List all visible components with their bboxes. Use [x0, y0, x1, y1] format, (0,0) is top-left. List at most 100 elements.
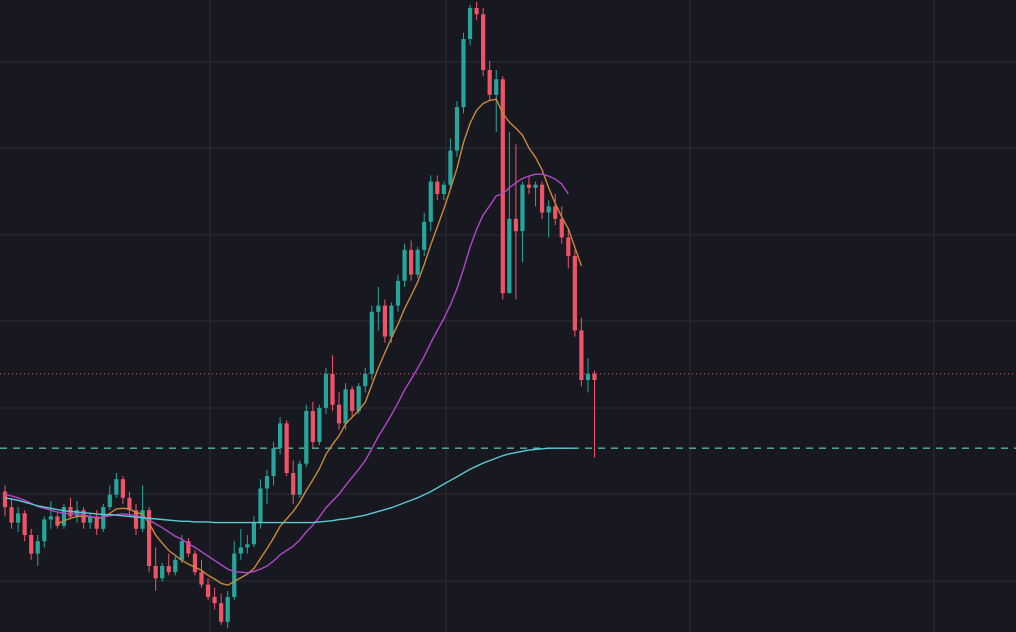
candle-body: [481, 14, 486, 70]
candle-down: [2, 485, 8, 517]
candle-body: [205, 584, 211, 597]
candle-body: [448, 150, 453, 185]
candle-body: [199, 572, 204, 585]
candle-body: [271, 448, 276, 477]
candle-down: [474, 1, 479, 21]
candle-body: [29, 535, 34, 554]
candle-down: [336, 392, 342, 430]
candle-up: [441, 181, 446, 201]
candle-down: [120, 476, 125, 504]
candle-body: [304, 411, 309, 464]
candle-body: [107, 494, 112, 508]
candle-body: [88, 516, 93, 523]
candle-body: [160, 566, 165, 579]
candle-down: [572, 249, 577, 337]
candle-up: [395, 274, 401, 312]
candle-down: [592, 370, 597, 458]
candle-down: [330, 355, 335, 411]
candle-up: [173, 556, 178, 576]
candle-down: [487, 60, 492, 101]
candle-up: [422, 212, 427, 256]
candle-down: [559, 206, 564, 244]
candle-body: [120, 479, 125, 498]
candle-body: [395, 280, 401, 306]
candle-body: [546, 206, 551, 213]
candle-body: [467, 8, 473, 39]
candle-up: [585, 358, 591, 393]
candle-up: [251, 516, 256, 548]
candle-body: [219, 603, 224, 622]
candle-down: [147, 507, 152, 573]
candle-body: [402, 249, 407, 281]
candle-body: [330, 373, 335, 405]
candle-up: [448, 138, 453, 188]
candle-up: [225, 590, 230, 628]
candle-down: [382, 299, 387, 343]
candle-up: [546, 200, 551, 238]
candle-body: [310, 411, 315, 442]
candle-up: [140, 485, 145, 532]
candle-up: [323, 367, 329, 415]
candle-up: [494, 70, 499, 132]
candle-body: [350, 389, 355, 411]
candle-down: [153, 547, 158, 591]
candle-down: [350, 386, 355, 418]
candle-body: [61, 507, 67, 526]
candle-body: [474, 8, 479, 15]
candle-body: [192, 553, 198, 573]
candle-body: [461, 39, 466, 108]
candle-body: [297, 463, 302, 495]
candle-down: [566, 228, 571, 269]
candle-up: [428, 175, 433, 232]
candle-body: [513, 218, 518, 232]
candle-body: [2, 491, 8, 508]
candle-body: [278, 423, 283, 449]
candle-up: [369, 305, 374, 380]
candle-down: [553, 194, 558, 225]
candle-body: [507, 218, 512, 294]
candle-body: [454, 107, 460, 151]
candle-down: [435, 175, 440, 201]
candle-up: [304, 404, 309, 467]
candle-body: [127, 497, 132, 511]
candle-body: [363, 373, 368, 387]
candle-up: [35, 535, 40, 566]
candle-down: [205, 578, 211, 601]
candle-body: [500, 79, 505, 294]
candle-body: [22, 513, 27, 535]
candle-down: [192, 550, 198, 576]
price-levels: [0, 373, 1016, 449]
candle-down: [22, 510, 27, 542]
candle-down: [55, 513, 60, 529]
candle-down: [310, 401, 315, 449]
candle-down: [513, 144, 518, 300]
candle-up: [507, 132, 512, 294]
candle-body: [166, 566, 171, 573]
candle-body: [553, 206, 558, 219]
candle-down: [212, 587, 217, 610]
candle-body: [382, 305, 387, 337]
candle-up: [238, 528, 243, 560]
candle-body: [356, 386, 361, 411]
candle-up: [343, 383, 348, 430]
candle-body: [232, 553, 237, 597]
candle-body: [592, 373, 597, 380]
candle-body: [291, 473, 296, 495]
candle-down: [579, 318, 584, 387]
candle-down: [133, 504, 139, 535]
candle-body: [369, 311, 374, 374]
candle-up: [297, 460, 302, 498]
candle-body: [179, 541, 184, 560]
candle-body: [323, 373, 329, 408]
candle-up: [278, 417, 283, 455]
candle-body: [317, 407, 322, 442]
candle-body: [35, 541, 40, 554]
candle-body: [251, 522, 256, 545]
candle-up: [245, 535, 250, 554]
candle-body: [264, 476, 270, 489]
candle-up: [264, 469, 270, 504]
candles: [2, 1, 597, 628]
